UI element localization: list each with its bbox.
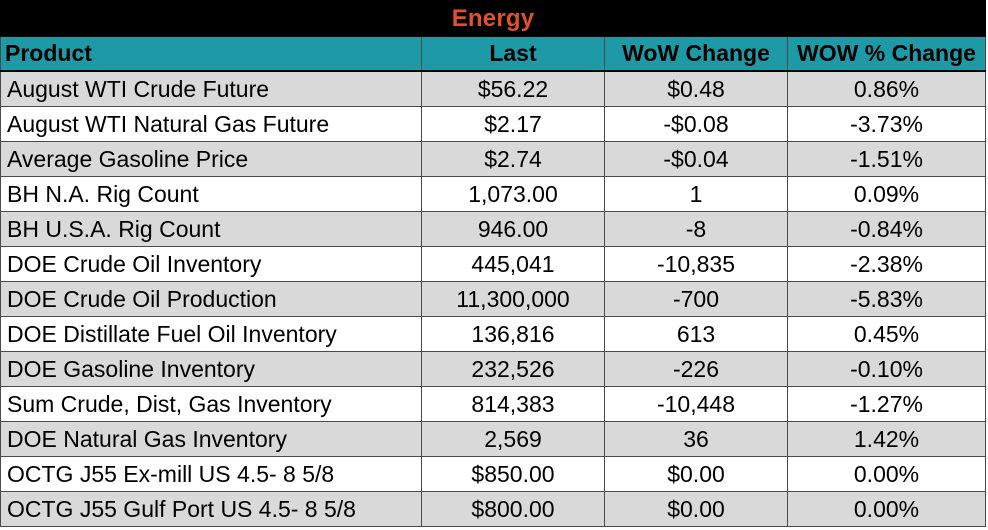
header-product: Product: [0, 37, 421, 70]
last-cell: $800.00: [421, 492, 604, 526]
product-cell: DOE Crude Oil Production: [0, 282, 421, 316]
wow-change-cell: -8: [604, 212, 787, 246]
wow-pct-change-cell: 0.00%: [787, 492, 986, 526]
product-cell: DOE Gasoline Inventory: [0, 352, 421, 386]
wow-pct-change-cell: 1.42%: [787, 422, 986, 456]
table-row: August WTI Natural Gas Future $2.17 -$0.08…: [0, 107, 986, 142]
product-cell: August WTI Natural Gas Future: [0, 107, 421, 141]
table-row: DOE Gasoline Inventory 232,526 -226 -0.10%: [0, 352, 986, 387]
wow-change-cell: 1: [604, 177, 787, 211]
product-cell: August WTI Crude Future: [0, 72, 421, 106]
last-cell: 136,816: [421, 317, 604, 351]
wow-change-cell: $0.48: [604, 72, 787, 106]
wow-change-cell: $0.00: [604, 457, 787, 491]
header-wow-pct-change: WOW % Change: [787, 37, 986, 70]
table-title: Energy: [0, 0, 986, 37]
header-last: Last: [421, 37, 604, 70]
table-row: BH U.S.A. Rig Count 946.00 -8 -0.84%: [0, 212, 986, 247]
wow-change-cell: -$0.04: [604, 142, 787, 176]
table-row: DOE Distillate Fuel Oil Inventory 136,816…: [0, 317, 986, 352]
last-cell: $56.22: [421, 72, 604, 106]
wow-pct-change-cell: -1.27%: [787, 387, 986, 421]
wow-change-cell: -10,448: [604, 387, 787, 421]
last-cell: 11,300,000: [421, 282, 604, 316]
wow-pct-change-cell: -2.38%: [787, 247, 986, 281]
product-cell: DOE Distillate Fuel Oil Inventory: [0, 317, 421, 351]
table-row: BH N.A. Rig Count 1,073.00 1 0.09%: [0, 177, 986, 212]
wow-change-cell: -700: [604, 282, 787, 316]
header-wow-change: WoW Change: [604, 37, 787, 70]
product-cell: DOE Crude Oil Inventory: [0, 247, 421, 281]
wow-change-cell: -$0.08: [604, 107, 787, 141]
product-cell: DOE Natural Gas Inventory: [0, 422, 421, 456]
last-cell: 232,526: [421, 352, 604, 386]
wow-pct-change-cell: -3.73%: [787, 107, 986, 141]
table-body: August WTI Crude Future $56.22 $0.48 0.86% A…: [0, 72, 986, 527]
product-cell: BH N.A. Rig Count: [0, 177, 421, 211]
wow-pct-change-cell: 0.86%: [787, 72, 986, 106]
wow-change-cell: -10,835: [604, 247, 787, 281]
wow-change-cell: 36: [604, 422, 787, 456]
table-row: DOE Crude Oil Production 11,300,000 -700 -5…: [0, 282, 986, 317]
table-row: Average Gasoline Price $2.74 -$0.04 -1.51%: [0, 142, 986, 177]
table-row: August WTI Crude Future $56.22 $0.48 0.86%: [0, 72, 986, 107]
wow-pct-change-cell: 0.00%: [787, 457, 986, 491]
last-cell: 1,073.00: [421, 177, 604, 211]
wow-pct-change-cell: -5.83%: [787, 282, 986, 316]
last-cell: 814,383: [421, 387, 604, 421]
table-row: OCTG J55 Ex-mill US 4.5- 8 5/8 $850.00 $0.…: [0, 457, 986, 492]
wow-pct-change-cell: -0.84%: [787, 212, 986, 246]
last-cell: $2.74: [421, 142, 604, 176]
product-cell: Sum Crude, Dist, Gas Inventory: [0, 387, 421, 421]
product-cell: BH U.S.A. Rig Count: [0, 212, 421, 246]
product-cell: OCTG J55 Gulf Port US 4.5- 8 5/8: [0, 492, 421, 526]
table-header-row: Product Last WoW Change WOW % Change: [0, 37, 986, 72]
table-row: DOE Natural Gas Inventory 2,569 36 1.42%: [0, 422, 986, 457]
last-cell: 445,041: [421, 247, 604, 281]
wow-pct-change-cell: -1.51%: [787, 142, 986, 176]
wow-pct-change-cell: 0.09%: [787, 177, 986, 211]
wow-pct-change-cell: -0.10%: [787, 352, 986, 386]
wow-change-cell: $0.00: [604, 492, 787, 526]
product-cell: OCTG J55 Ex-mill US 4.5- 8 5/8: [0, 457, 421, 491]
last-cell: 2,569: [421, 422, 604, 456]
last-cell: $850.00: [421, 457, 604, 491]
wow-pct-change-cell: 0.45%: [787, 317, 986, 351]
last-cell: $2.17: [421, 107, 604, 141]
product-cell: Average Gasoline Price: [0, 142, 421, 176]
table-row: DOE Crude Oil Inventory 445,041 -10,835 -2.…: [0, 247, 986, 282]
last-cell: 946.00: [421, 212, 604, 246]
wow-change-cell: 613: [604, 317, 787, 351]
table-row: OCTG J55 Gulf Port US 4.5- 8 5/8 $800.00 $…: [0, 492, 986, 527]
table-row: Sum Crude, Dist, Gas Inventory 814,383 -10…: [0, 387, 986, 422]
wow-change-cell: -226: [604, 352, 787, 386]
